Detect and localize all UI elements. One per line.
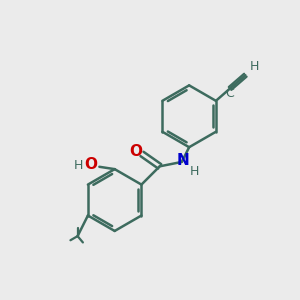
Text: H: H [74,159,83,172]
Text: O: O [85,157,98,172]
Text: O: O [130,144,142,159]
Text: H: H [250,60,260,73]
Text: N: N [177,153,189,168]
Text: H: H [190,165,199,178]
Text: C: C [226,87,234,100]
